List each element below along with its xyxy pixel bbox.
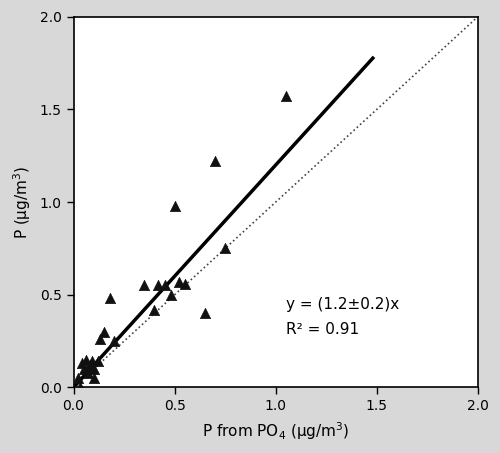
Point <box>221 245 229 252</box>
Y-axis label: P (μg/m$^3$): P (μg/m$^3$) <box>11 165 33 239</box>
Point <box>110 337 118 345</box>
Point <box>88 358 96 365</box>
Point <box>170 202 178 209</box>
Point <box>94 358 102 365</box>
Point <box>211 158 219 165</box>
Point <box>90 365 98 372</box>
Point <box>86 361 94 369</box>
Text: y = (1.2±0.2)x: y = (1.2±0.2)x <box>286 297 399 312</box>
Point <box>100 328 108 335</box>
Point <box>201 310 209 317</box>
Point <box>90 375 98 382</box>
Point <box>74 375 82 382</box>
Point <box>106 295 114 302</box>
Point <box>76 384 84 391</box>
Point <box>160 282 168 289</box>
Point <box>140 282 148 289</box>
Point <box>174 278 182 285</box>
Point <box>96 336 104 343</box>
Point <box>150 306 158 313</box>
Text: R² = 0.91: R² = 0.91 <box>286 323 359 337</box>
Point <box>154 282 162 289</box>
Point <box>181 280 189 287</box>
Point <box>78 360 86 367</box>
Point <box>82 356 90 363</box>
X-axis label: P from PO$_4$ (μg/m$^3$): P from PO$_4$ (μg/m$^3$) <box>202 420 350 442</box>
Point <box>282 93 290 100</box>
Point <box>166 291 174 299</box>
Point <box>80 365 88 372</box>
Point <box>84 369 92 376</box>
